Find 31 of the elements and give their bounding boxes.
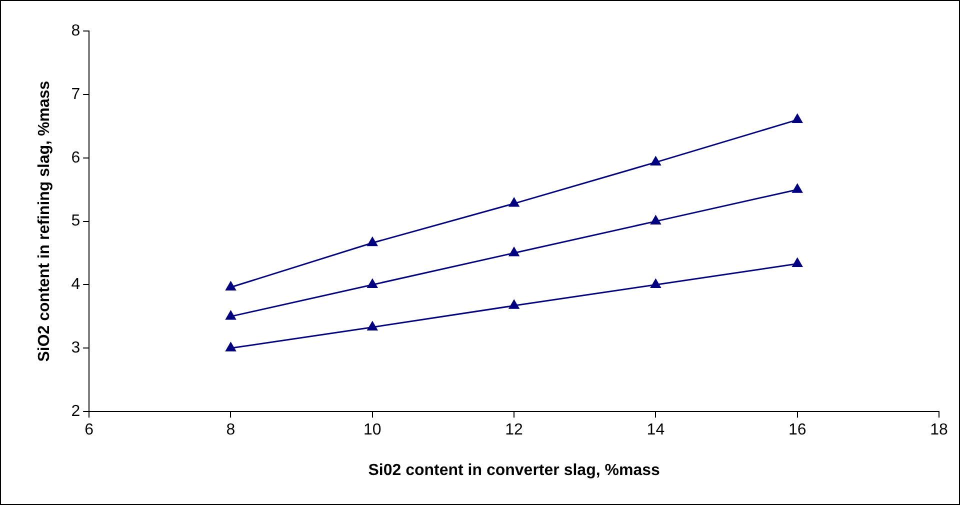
x-tick-label: 16 (788, 422, 806, 439)
x-axis-title: Si02 content in converter slag, %mass (368, 462, 660, 479)
x-tick-label: 12 (505, 422, 524, 439)
x-tick-label: 8 (226, 422, 236, 439)
y-axis-title: SiO2 content in refining slag, %mass (36, 80, 54, 362)
y-tick-label: 2 (71, 403, 80, 420)
point (367, 321, 378, 330)
x-tick-label: 14 (646, 422, 665, 439)
point (367, 237, 378, 246)
point (650, 216, 661, 225)
point (650, 156, 661, 166)
point (508, 300, 520, 309)
point (650, 278, 661, 288)
x-tick-label: 10 (364, 422, 382, 439)
y-tick-label: 3 (71, 340, 80, 357)
y-tick-label: 5 (71, 212, 80, 230)
point (226, 342, 236, 352)
y-tick-label: 6 (71, 149, 80, 166)
point (508, 247, 520, 256)
point (792, 114, 802, 124)
y-tick-label: 8 (71, 22, 80, 40)
point (792, 258, 802, 268)
x-tick-label: 18 (930, 422, 948, 439)
y-tick-label: 4 (71, 276, 80, 294)
point (226, 282, 236, 291)
y-tick-label: 7 (71, 86, 80, 103)
x-tick-label: 6 (84, 422, 94, 439)
point (226, 310, 236, 320)
point (792, 184, 802, 193)
point (508, 198, 520, 207)
point (367, 278, 378, 288)
